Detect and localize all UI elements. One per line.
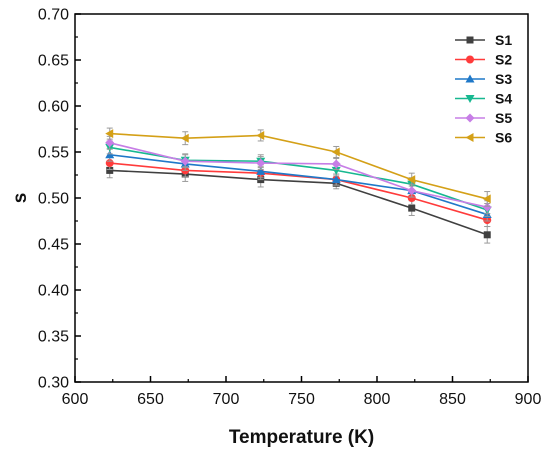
data-point: [256, 158, 266, 168]
legend-marker: [465, 95, 475, 103]
legend-entry-S1: S1: [455, 32, 512, 48]
legend-label: S4: [495, 91, 512, 107]
legend-label: S5: [495, 110, 512, 126]
legend-marker: [466, 36, 474, 44]
y-tick-label: 0.55: [38, 145, 69, 162]
x-tick-label: 900: [515, 391, 542, 408]
x-tick-label: 700: [213, 391, 240, 408]
y-tick-label: 0.40: [38, 283, 69, 300]
series-S6: [105, 127, 491, 207]
data-point: [180, 133, 189, 143]
x-tick-label: 650: [137, 391, 164, 408]
legend-marker: [465, 74, 475, 83]
series-line: [109, 142, 488, 208]
data-point: [331, 175, 341, 184]
data-point: [180, 156, 190, 166]
series-line: [109, 132, 488, 200]
legend-label: S6: [495, 130, 512, 146]
y-tick-label: 0.60: [38, 99, 69, 116]
x-axis-title: Temperature (K): [229, 427, 374, 448]
plot-frame: [74, 13, 529, 383]
series-line: [109, 153, 488, 216]
y-tick-label: 0.70: [38, 7, 69, 24]
y-tick-label: 0.35: [38, 329, 69, 346]
x-tick-label: 600: [62, 391, 89, 408]
y-tick-label: 0.45: [38, 237, 69, 254]
data-point: [331, 159, 341, 169]
legend-entry-S2: S2: [455, 52, 512, 68]
legend-entry-S3: S3: [455, 71, 512, 87]
legend-marker: [466, 55, 474, 64]
x-tick-label: 800: [364, 391, 391, 408]
data-point: [256, 166, 266, 175]
legend-entry-S5: S5: [455, 110, 512, 126]
plot-data-layer: [105, 127, 492, 244]
y-tick-label: 0.50: [38, 191, 69, 208]
data-point: [483, 231, 491, 239]
data-point: [331, 147, 340, 157]
legend-entry-S4: S4: [455, 91, 512, 107]
series-S5: [105, 135, 492, 215]
data-point: [407, 194, 416, 202]
x-tick-label: 750: [288, 391, 315, 408]
x-tick-label: 850: [439, 391, 466, 408]
legend-label: S3: [495, 71, 512, 87]
data-point: [482, 194, 491, 204]
y-tick-label: 0.30: [38, 375, 69, 392]
legend-marker: [465, 133, 474, 142]
legend-label: S1: [495, 32, 512, 48]
axes-layer: 600 650 700 750 800 850 900 0.30 0.35 0.40 0.45 0.5…: [38, 7, 542, 409]
series-line: [109, 162, 488, 221]
legend: S1 S2 S3 S4 S5 S6: [455, 32, 512, 146]
data-point: [407, 175, 416, 185]
data-point: [106, 166, 114, 174]
data-point: [105, 129, 114, 139]
data-point: [105, 138, 115, 148]
y-tick-label: 0.65: [38, 53, 69, 70]
legend-marker: [465, 113, 475, 123]
data-point: [407, 186, 417, 196]
y-axis-title: s: [10, 193, 31, 204]
data-point: [482, 202, 492, 212]
data-point: [331, 166, 341, 175]
legend-label: S2: [495, 52, 512, 68]
data-point: [408, 204, 416, 212]
legend-entry-S6: S6: [455, 130, 512, 146]
data-point: [256, 130, 265, 140]
series-line: [109, 169, 488, 236]
